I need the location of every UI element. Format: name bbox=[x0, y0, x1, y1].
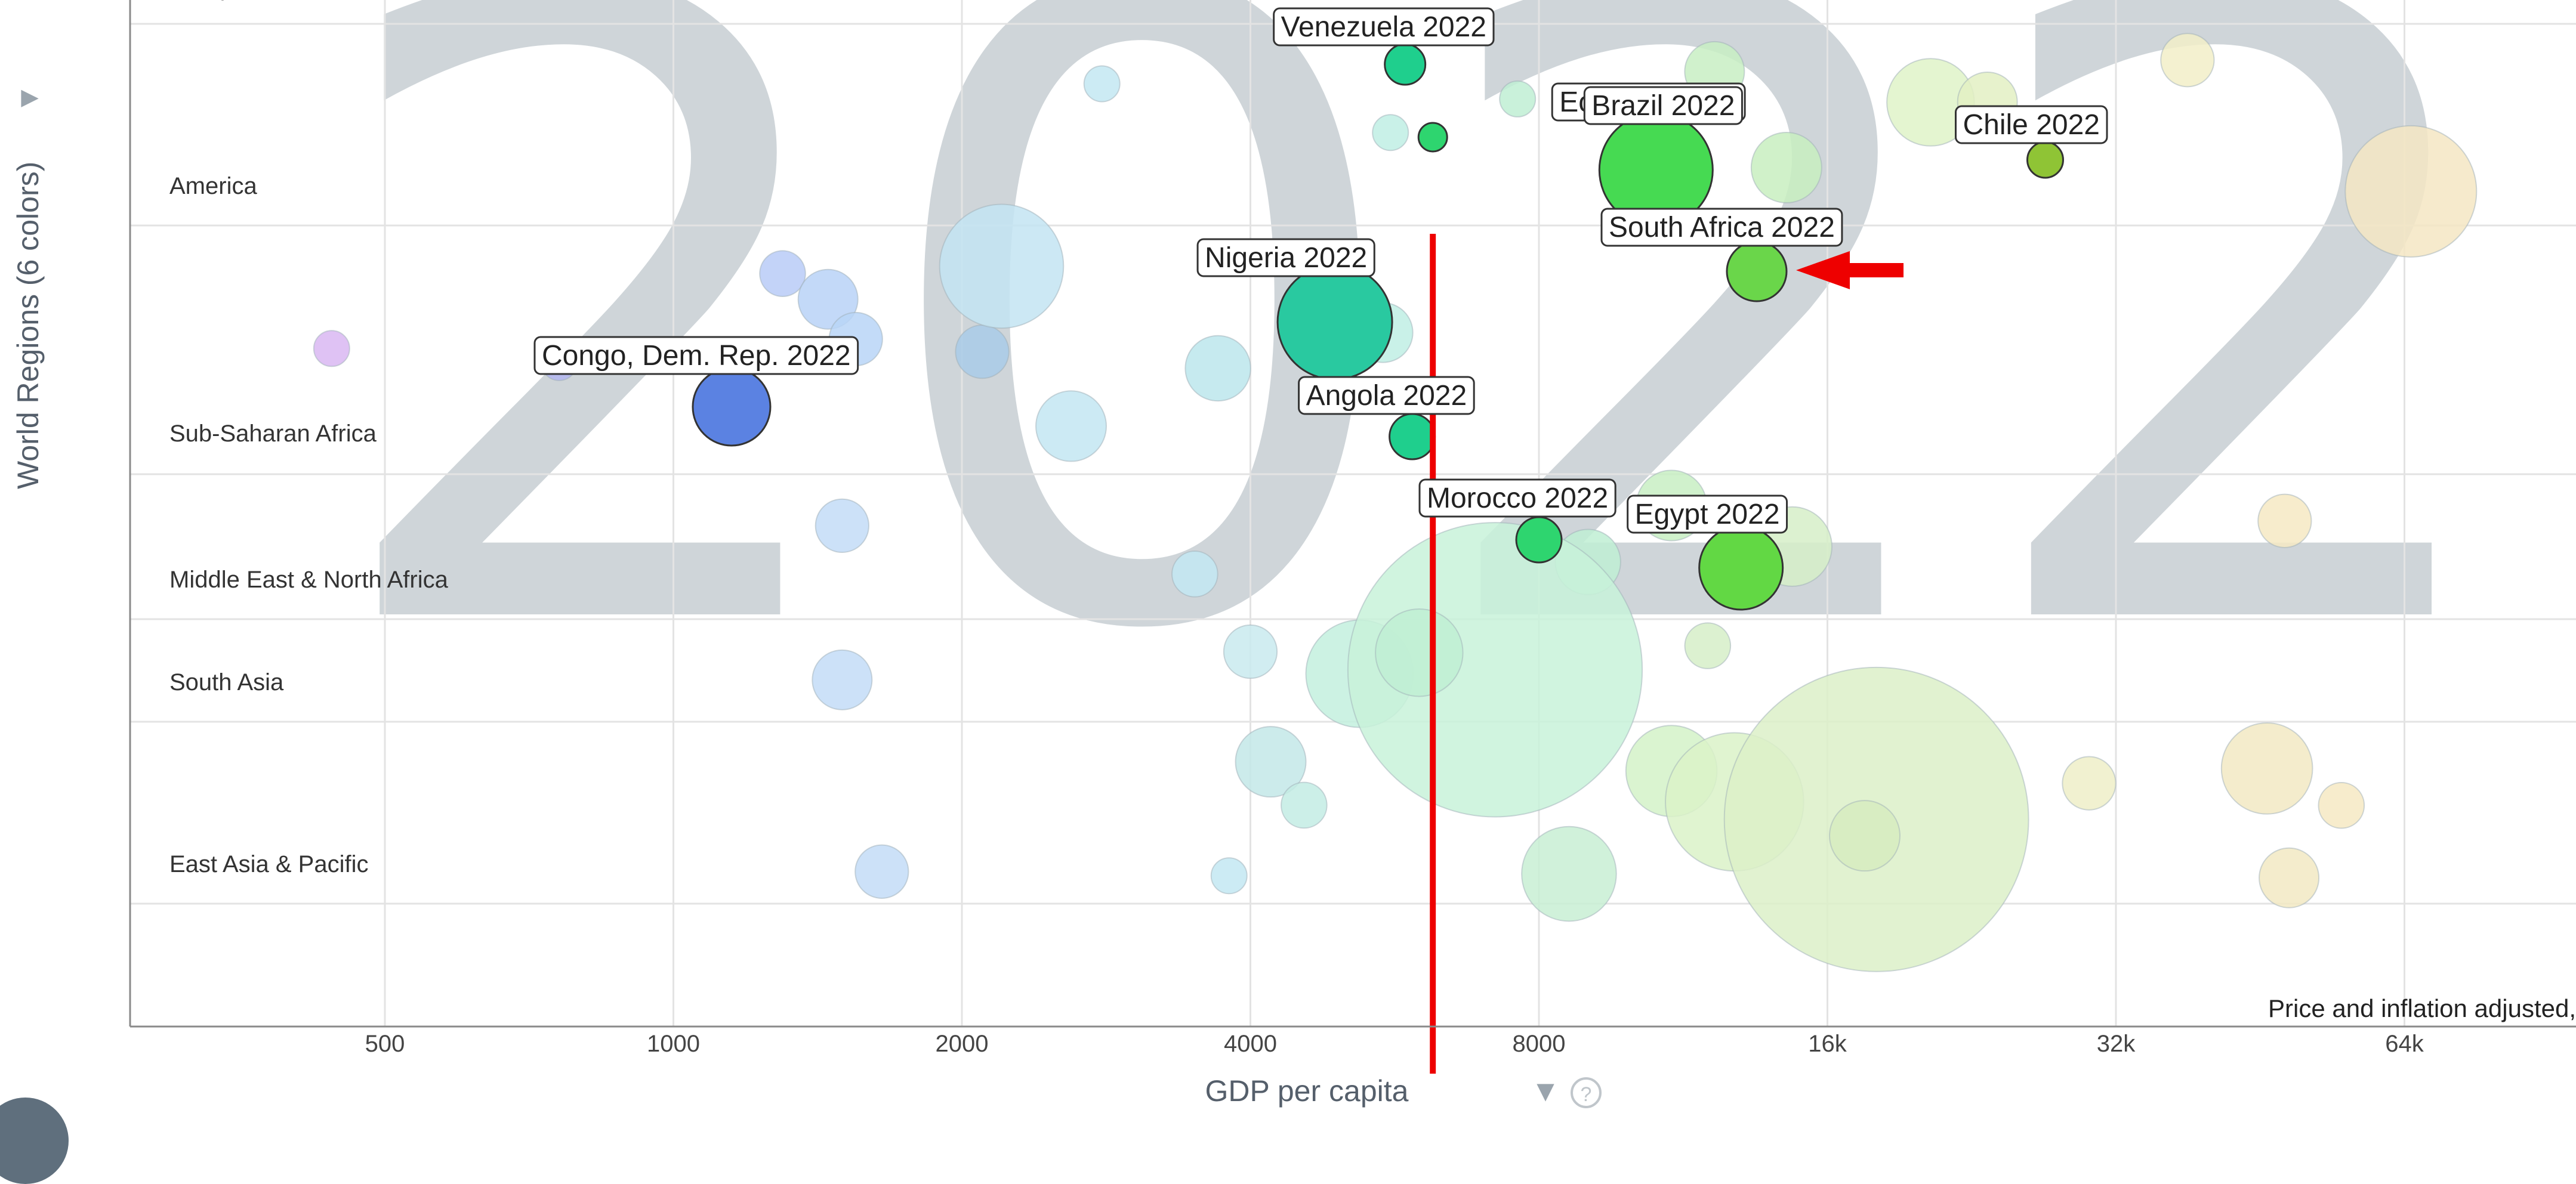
svg-text:Morocco 2022: Morocco 2022 bbox=[1427, 483, 1608, 514]
highlighted-country-bubble[interactable] bbox=[1698, 525, 1784, 611]
country-bubble[interactable] bbox=[2220, 722, 2313, 815]
help-icon-circle[interactable] bbox=[1571, 1077, 1602, 1108]
country-bubble[interactable] bbox=[1375, 608, 1464, 697]
country-bubble[interactable] bbox=[1083, 65, 1121, 103]
country-bubble[interactable] bbox=[1184, 335, 1251, 402]
region-label: East Asia & Pacific bbox=[169, 851, 368, 877]
svg-text:Egypt 2022: Egypt 2022 bbox=[1635, 499, 1780, 530]
bubble-label: Morocco 2022 bbox=[1418, 478, 1616, 518]
country-bubble[interactable] bbox=[812, 649, 873, 710]
bubble-label: Venezuela 2022 bbox=[1273, 7, 1495, 47]
bubble-label: Chile 2022 bbox=[1954, 105, 2108, 144]
country-bubble[interactable] bbox=[1521, 826, 1617, 922]
x-axis-title[interactable]: GDP per capita ▼ ? bbox=[1205, 1074, 1602, 1108]
bubble-label: South Africa 2022 bbox=[1600, 208, 1843, 247]
svg-text:Chile 2022: Chile 2022 bbox=[1963, 109, 2100, 141]
country-bubble[interactable] bbox=[1235, 726, 1307, 798]
bubble-label: Congo, Dem. Rep. 2022 bbox=[533, 336, 859, 375]
country-bubble[interactable] bbox=[815, 498, 869, 554]
country-bubble[interactable] bbox=[955, 324, 1010, 379]
x-axis-dropdown-icon[interactable]: ▼ bbox=[1531, 1074, 1560, 1108]
country-bubble[interactable] bbox=[1035, 390, 1107, 462]
highlighted-country-bubble[interactable] bbox=[692, 367, 772, 447]
svg-text:Angola 2022: Angola 2022 bbox=[1306, 380, 1467, 412]
bubble-label: Angola 2022 bbox=[1298, 376, 1475, 415]
country-bubble[interactable] bbox=[854, 844, 909, 899]
country-bubble[interactable] bbox=[313, 330, 350, 367]
country-bubble[interactable] bbox=[2160, 33, 2215, 88]
country-bubble[interactable] bbox=[2257, 493, 2312, 548]
country-bubble[interactable] bbox=[939, 203, 1065, 329]
y-axis-title[interactable]: World Regions (6 colors) ▼ bbox=[11, 84, 45, 490]
highlighted-country-bubble[interactable] bbox=[1384, 43, 1427, 86]
country-bubble[interactable] bbox=[759, 250, 806, 297]
x-tick-label: 500 bbox=[365, 1031, 405, 1057]
country-bubble[interactable] bbox=[1347, 522, 1643, 818]
svg-text:Brazil 2022: Brazil 2022 bbox=[1591, 90, 1735, 122]
price-note: Price and inflation adjusted, bbox=[2268, 994, 2576, 1022]
highlighted-country-bubble[interactable] bbox=[1389, 413, 1436, 460]
svg-text:Congo, Dem. Rep. 2022: Congo, Dem. Rep. 2022 bbox=[542, 340, 851, 372]
region-label: Sub-Saharan Africa bbox=[169, 421, 377, 447]
region-label: America bbox=[169, 173, 257, 199]
country-bubble[interactable] bbox=[2259, 847, 2320, 908]
help-icon[interactable]: ? bbox=[1581, 1083, 1592, 1106]
highlighted-country-bubble[interactable] bbox=[1515, 516, 1563, 564]
country-bubble[interactable] bbox=[1223, 624, 1278, 679]
country-bubble[interactable] bbox=[1171, 551, 1218, 598]
svg-text:Nigeria 2022: Nigeria 2022 bbox=[1205, 242, 1367, 274]
svg-text:South Africa 2022: South Africa 2022 bbox=[1609, 212, 1835, 243]
bubble-label: Nigeria 2022 bbox=[1196, 238, 1375, 277]
country-bubble[interactable] bbox=[1829, 800, 1901, 872]
highlighted-country-bubble[interactable] bbox=[2026, 141, 2064, 179]
x-tick-label: 64k bbox=[2385, 1031, 2424, 1057]
highlighted-country-bubble[interactable] bbox=[1417, 122, 1448, 153]
country-bubble[interactable] bbox=[1210, 857, 1248, 895]
country-bubble[interactable] bbox=[1684, 622, 1732, 669]
country-bubble[interactable] bbox=[2318, 781, 2365, 829]
x-axis-ticks: 500 1000 2000 4000 8000 16k 32k 64k bbox=[365, 1031, 2424, 1057]
country-bubble[interactable] bbox=[2062, 756, 2117, 811]
country-bubble[interactable] bbox=[2344, 125, 2478, 258]
x-tick-label: 16k bbox=[1808, 1031, 1847, 1057]
gapminder-bubble-chart: 2022 Europe & Central AsiaAmericaSub-Sah… bbox=[11, 0, 2576, 1108]
country-bubble[interactable] bbox=[1499, 80, 1537, 118]
x-tick-label: 4000 bbox=[1224, 1031, 1277, 1057]
country-bubble[interactable] bbox=[797, 268, 859, 330]
x-tick-label: 2000 bbox=[936, 1031, 989, 1057]
bubble-label: Brazil 2022 bbox=[1583, 86, 1743, 125]
y-axis-dropdown-icon[interactable]: ▼ bbox=[11, 84, 45, 114]
x-tick-label: 8000 bbox=[1513, 1031, 1566, 1057]
x-axis-label[interactable]: GDP per capita bbox=[1205, 1074, 1409, 1108]
pointer-arrow bbox=[1796, 251, 1904, 289]
country-bubble[interactable] bbox=[1281, 781, 1328, 829]
highlighted-country-bubble[interactable] bbox=[1726, 240, 1788, 302]
region-label: Europe & Central Asia bbox=[169, 0, 405, 1]
country-bubble[interactable] bbox=[1372, 114, 1409, 152]
region-labels: Europe & Central Asia America Sub-Saharan … bbox=[169, 0, 449, 877]
background-bubbles bbox=[313, 33, 2478, 972]
bubble-label: Egypt 2022 bbox=[1627, 494, 1788, 534]
country-bubble[interactable] bbox=[1750, 131, 1822, 203]
highlighted-bubbles[interactable] bbox=[692, 43, 2064, 611]
region-label: South Asia bbox=[169, 669, 284, 695]
svg-text:Venezuela 2022: Venezuela 2022 bbox=[1281, 11, 1486, 43]
x-tick-label: 1000 bbox=[647, 1031, 700, 1057]
y-axis-label[interactable]: World Regions (6 colors) bbox=[11, 162, 45, 489]
highlighted-country-bubble[interactable] bbox=[1276, 264, 1393, 381]
x-tick-label: 32k bbox=[2097, 1031, 2136, 1057]
region-label: Middle East & North Africa bbox=[169, 567, 449, 593]
